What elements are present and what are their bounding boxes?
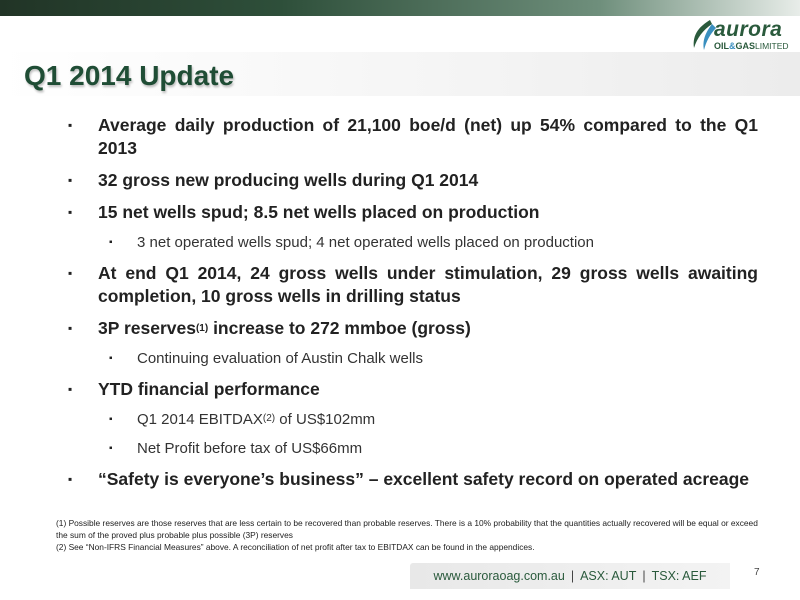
top-accent-bar (0, 0, 800, 16)
footer-separator: | (570, 569, 575, 583)
footer-asx-code: ASX: AUT (580, 569, 637, 583)
bullet-text: At end Q1 2014, 24 gross wells under sti… (98, 263, 758, 306)
sub-bullet-item: ▪ Net Profit before tax of US$66mm (68, 439, 758, 459)
footer-website-link[interactable]: www.auroraoag.com.au (433, 569, 565, 583)
bullet-text: “Safety is everyone’s business” – excell… (98, 469, 750, 489)
footnote-reference: (2) (262, 413, 276, 424)
bullet-text: of US$102mm (275, 411, 376, 428)
bullet-item: ▪ 3P reserves(1) increase to 272 mmboe (g… (68, 317, 758, 340)
bullet-marker-icon: ▪ (109, 414, 113, 425)
bullet-text: Net Profit before tax of US$66mm (137, 440, 363, 457)
footnotes: (1) Possible reserves are those reserves… (56, 517, 762, 553)
bullet-item: ▪ “Safety is everyone’s business” – excel… (68, 468, 758, 491)
bullet-text: increase to 272 mmboe (gross) (208, 318, 471, 338)
bullet-marker-icon: ▪ (109, 237, 113, 248)
logo-wordmark: aurora (714, 18, 783, 41)
bullet-item: ▪ At end Q1 2014, 24 gross wells under st… (68, 262, 758, 308)
footer-text: www.auroraoag.com.au | ASX: AUT | TSX: AEF (410, 569, 730, 583)
title-band (0, 52, 800, 96)
footer-tsx-code: TSX: AEF (651, 569, 707, 583)
bullet-text: YTD financial performance (98, 379, 320, 399)
bullet-item: ▪ YTD financial performance (68, 378, 758, 401)
bullet-item: ▪ 15 net wells spud; 8.5 net wells placed… (68, 201, 758, 224)
sub-bullet-item: ▪ Continuing evaluation of Austin Chalk w… (68, 349, 758, 369)
footer-bar: www.auroraoag.com.au | ASX: AUT | TSX: AEF (410, 563, 730, 589)
footnote-reference: (1) (195, 323, 209, 334)
bullet-marker-icon: ▪ (68, 321, 73, 335)
bullet-marker-icon: ▪ (68, 173, 73, 187)
bullet-text: Continuing evaluation of Austin Chalk we… (137, 350, 424, 367)
bullet-text: 15 net wells spud; 8.5 net wells placed … (98, 202, 540, 222)
flame-swoosh-icon (693, 20, 716, 50)
bullet-marker-icon: ▪ (68, 382, 73, 396)
page-number: 7 (754, 567, 760, 578)
sub-bullet-item: ▪ Q1 2014 EBITDAX(2) of US$102mm (68, 410, 758, 430)
footer-separator: | (642, 569, 646, 583)
bullet-marker-icon: ▪ (109, 353, 113, 364)
bullet-marker-icon: ▪ (68, 266, 73, 280)
bullet-marker-icon: ▪ (68, 205, 73, 219)
sub-bullet-item: ▪ 3 net operated wells spud; 4 net operat… (68, 233, 758, 253)
bullet-item: ▪ 32 gross new producing wells during Q1 … (68, 169, 758, 192)
bullet-text: 3P reserves (98, 318, 196, 338)
slide-title: Q1 2014 Update (24, 60, 235, 91)
bullet-marker-icon: ▪ (68, 472, 73, 486)
footnote: (1) Possible reserves are those reserves… (56, 518, 758, 540)
bullet-marker-icon: ▪ (109, 443, 113, 454)
bullet-text: 32 gross new producing wells during Q1 2… (98, 170, 479, 190)
aurora-logo: aurora OIL&GASLIMITED (688, 18, 796, 52)
logo-subtitle: OIL&GASLIMITED (714, 41, 789, 51)
bullet-text: Q1 2014 EBITDAX (137, 411, 263, 428)
bullet-item: ▪ Average daily production of 21,100 boe/… (68, 114, 758, 160)
bullet-text: 3 net operated wells spud; 4 net operate… (137, 234, 594, 251)
bullet-text: Average daily production of 21,100 boe/d… (98, 115, 758, 158)
footnote: (2) See “Non-IFRS Financial Measures” ab… (56, 542, 535, 552)
bullet-list: ▪ Average daily production of 21,100 boe/… (68, 114, 758, 500)
bullet-marker-icon: ▪ (68, 118, 73, 132)
